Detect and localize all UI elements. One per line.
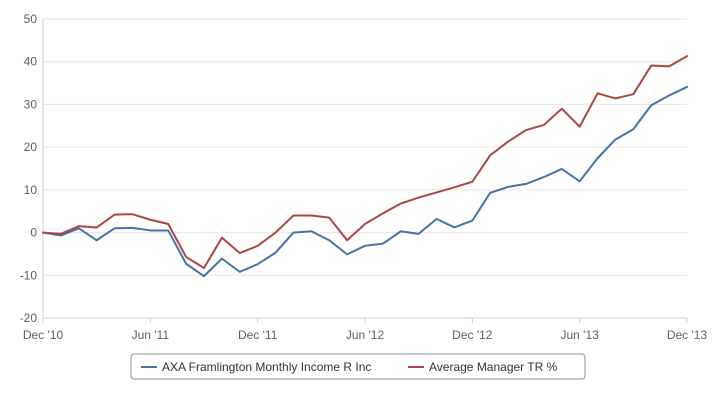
legend: AXA Framlington Monthly Income R Inc Ave… <box>130 353 586 380</box>
y-tick-label: 40 <box>24 55 38 69</box>
y-tick-label: 50 <box>24 12 38 26</box>
y-tick-label: -20 <box>20 311 38 325</box>
series-lines <box>42 55 688 278</box>
legend-label-axa: AXA Framlington Monthly Income R Inc <box>162 360 371 374</box>
series-line-axa[interactable] <box>42 85 688 278</box>
grid-lines <box>43 18 687 276</box>
legend-box <box>130 353 586 380</box>
x-tick-label: Dec '12 <box>452 328 493 342</box>
x-tick-labels: Dec '10 Jun '11 Dec '11 Jun '12 Dec '12 Jun '… <box>23 318 708 342</box>
x-tick-label: Dec '10 <box>23 328 64 342</box>
x-tick-label: Dec '11 <box>238 328 278 342</box>
x-tick-label: Dec '13 <box>667 328 708 342</box>
series-line-average-manager[interactable] <box>42 55 688 270</box>
legend-item-average-manager[interactable]: Average Manager TR % <box>408 360 558 374</box>
legend-item-axa[interactable]: AXA Framlington Monthly Income R Inc <box>141 360 371 374</box>
y-tick-label: 10 <box>24 183 38 197</box>
y-tick-label: 30 <box>24 97 38 111</box>
x-tick-label: Jun '13 <box>561 328 600 342</box>
y-tick-label: 20 <box>24 140 38 154</box>
y-tick-labels: -20 -10 0 10 20 30 40 50 <box>20 12 38 325</box>
x-tick-label: Jun '11 <box>132 328 170 342</box>
legend-label-average-manager: Average Manager TR % <box>429 360 558 374</box>
x-tick-label: Jun '12 <box>346 328 385 342</box>
y-tick-label: -10 <box>20 268 38 282</box>
y-tick-label: 0 <box>30 226 37 240</box>
